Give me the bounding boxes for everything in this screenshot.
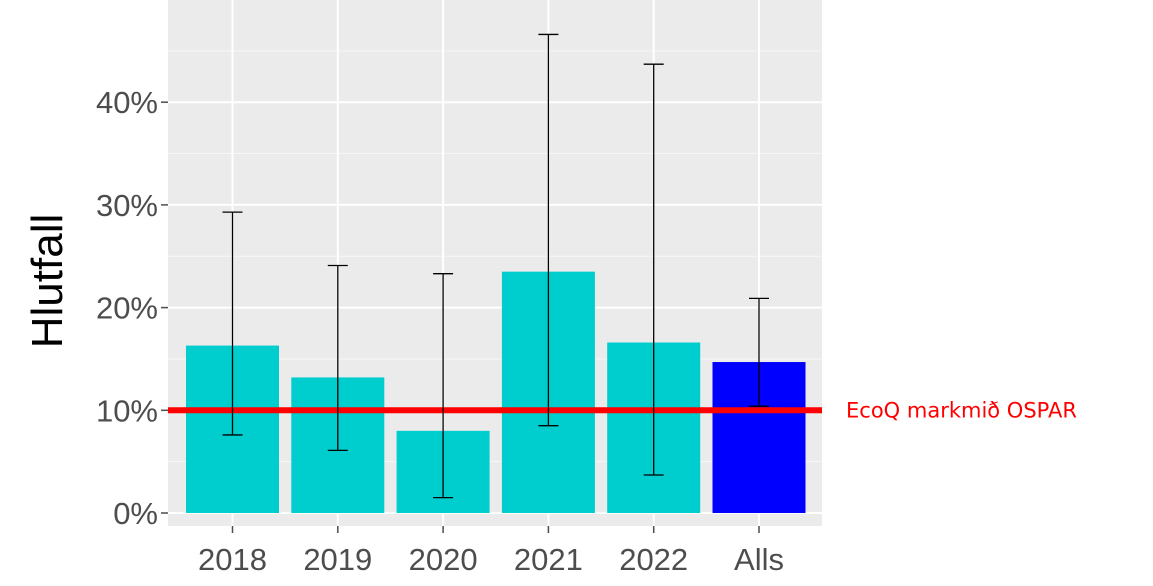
- error-bar-2022: [643, 63, 664, 476]
- error-bar-2018: [222, 211, 243, 436]
- reference-line-label: EcoQ markmið OSPAR: [846, 398, 1077, 422]
- y-tick-label: 40%: [96, 85, 158, 120]
- y-tick-label: 30%: [96, 188, 158, 223]
- error-bar-2021: [538, 33, 559, 427]
- y-tick-label: 10%: [96, 393, 158, 428]
- x-tick-label: Alls: [734, 542, 784, 577]
- error-bar-2019: [327, 264, 348, 452]
- error-bar-alls: [749, 297, 769, 407]
- x-tick-label: 2019: [303, 542, 372, 577]
- error-bars: [222, 33, 769, 499]
- y-axis-ticks: 0% 10% 20% 30% 40%: [96, 85, 168, 531]
- x-axis-ticks: 2018 2019 2020 2021 2022 Alls: [198, 526, 784, 577]
- error-bar-2020: [433, 273, 454, 499]
- y-axis-label: Hlutfall: [23, 214, 72, 349]
- x-tick-label: 2022: [619, 542, 688, 577]
- y-tick-label: 0%: [113, 496, 158, 531]
- x-tick-label: 2020: [409, 542, 478, 577]
- x-tick-label: 2018: [198, 542, 267, 577]
- y-tick-label: 20%: [96, 291, 158, 326]
- x-tick-label: 2021: [514, 542, 583, 577]
